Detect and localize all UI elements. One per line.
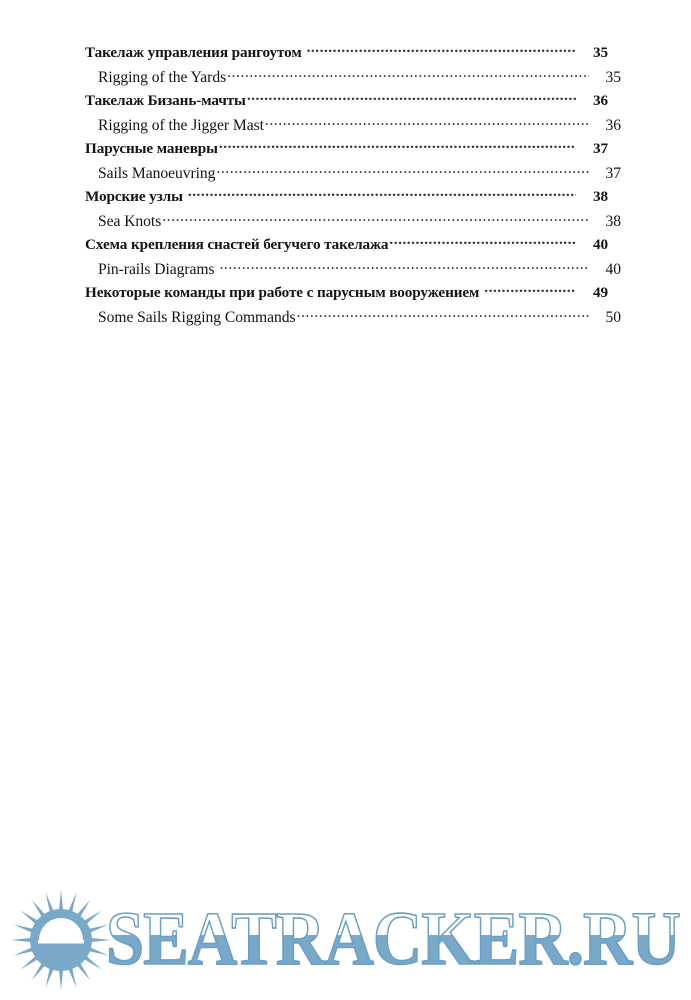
toc-leader-dots: [265, 114, 589, 130]
toc-entry-page-number: 36: [605, 116, 622, 134]
toc-entry-title: Такелаж Бизань-мачты: [85, 92, 246, 110]
toc-entry[interactable]: Sails Manoeuvring 37: [85, 162, 621, 186]
toc-entry-page-number: 40: [593, 236, 608, 254]
toc-entry[interactable]: Такелаж управления рангоутом 35: [85, 42, 608, 66]
toc-entry-title: Sails Manoeuvring: [98, 164, 216, 182]
toc-entry[interactable]: Схема крепления снастей бегучего такелаж…: [85, 234, 608, 258]
toc-entry-page-number: 38: [593, 188, 608, 206]
toc-leader-dots: [297, 306, 590, 322]
toc-entry[interactable]: Некоторые команды при работе с парусным …: [85, 282, 608, 306]
sun-over-water-icon: [9, 888, 113, 992]
toc-entry-page-number: 50: [605, 308, 622, 326]
watermark-site-name: SEATRACKER.RU: [104, 894, 684, 986]
toc-entry-page-number: 35: [593, 44, 608, 62]
toc-leader-dots: [307, 42, 576, 57]
toc-entry-page-number: 49: [593, 284, 608, 302]
toc-entry[interactable]: Такелаж Бизань-мачты 36: [85, 90, 608, 114]
table-of-contents: Такелаж управления рангоутом35Rigging of…: [85, 42, 621, 330]
toc-entry-title: Морские узлы: [85, 188, 183, 206]
toc-entry-title: Rigging of the Jigger Mast: [98, 116, 264, 134]
svg-text:SEATRACKER.RU: SEATRACKER.RU: [106, 897, 680, 981]
toc-entry-title: Some Sails Rigging Commands: [98, 308, 296, 326]
toc-entry-title: Такелаж управления рангоутом: [85, 44, 302, 62]
toc-leader-dots: [219, 258, 589, 274]
toc-entry-page-number: 35: [605, 68, 622, 86]
watermark: SEATRACKER.RU: [0, 882, 691, 1000]
toc-leader-dots: [216, 162, 589, 178]
toc-entry[interactable]: Морские узлы 38: [85, 186, 608, 210]
toc-entry[interactable]: Sea Knots 38: [85, 210, 621, 234]
toc-entry-page-number: 37: [605, 164, 622, 182]
toc-leader-dots: [162, 210, 589, 226]
toc-entry-title: Парусные маневры: [85, 140, 218, 158]
toc-leader-dots: [389, 234, 576, 249]
toc-entry-title: Pin-rails Diagrams: [98, 260, 215, 278]
toc-entry-title: Некоторые команды при работе с парусным …: [85, 284, 480, 302]
toc-leader-dots: [247, 90, 576, 105]
toc-entry[interactable]: Pin-rails Diagrams 40: [85, 258, 621, 282]
toc-entry-title: Схема крепления снастей бегучего такелаж…: [85, 236, 389, 254]
toc-entry-page-number: 37: [593, 140, 608, 158]
toc-entry[interactable]: Rigging of the Yards 35: [85, 66, 621, 90]
toc-entry[interactable]: Парусные маневры 37: [85, 138, 608, 162]
toc-entry-title: Sea Knots: [98, 212, 162, 230]
toc-leader-dots: [188, 186, 576, 201]
toc-entry-page-number: 36: [593, 92, 608, 110]
toc-leader-dots: [484, 282, 576, 297]
toc-entry[interactable]: Some Sails Rigging Commands 50: [85, 306, 621, 330]
toc-entry[interactable]: Rigging of the Jigger Mast 36: [85, 114, 621, 138]
toc-leader-dots: [219, 138, 576, 153]
toc-leader-dots: [227, 66, 589, 82]
toc-entry-page-number: 40: [605, 260, 622, 278]
toc-entry-page-number: 38: [605, 212, 622, 230]
toc-entry-title: Rigging of the Yards: [98, 68, 227, 86]
